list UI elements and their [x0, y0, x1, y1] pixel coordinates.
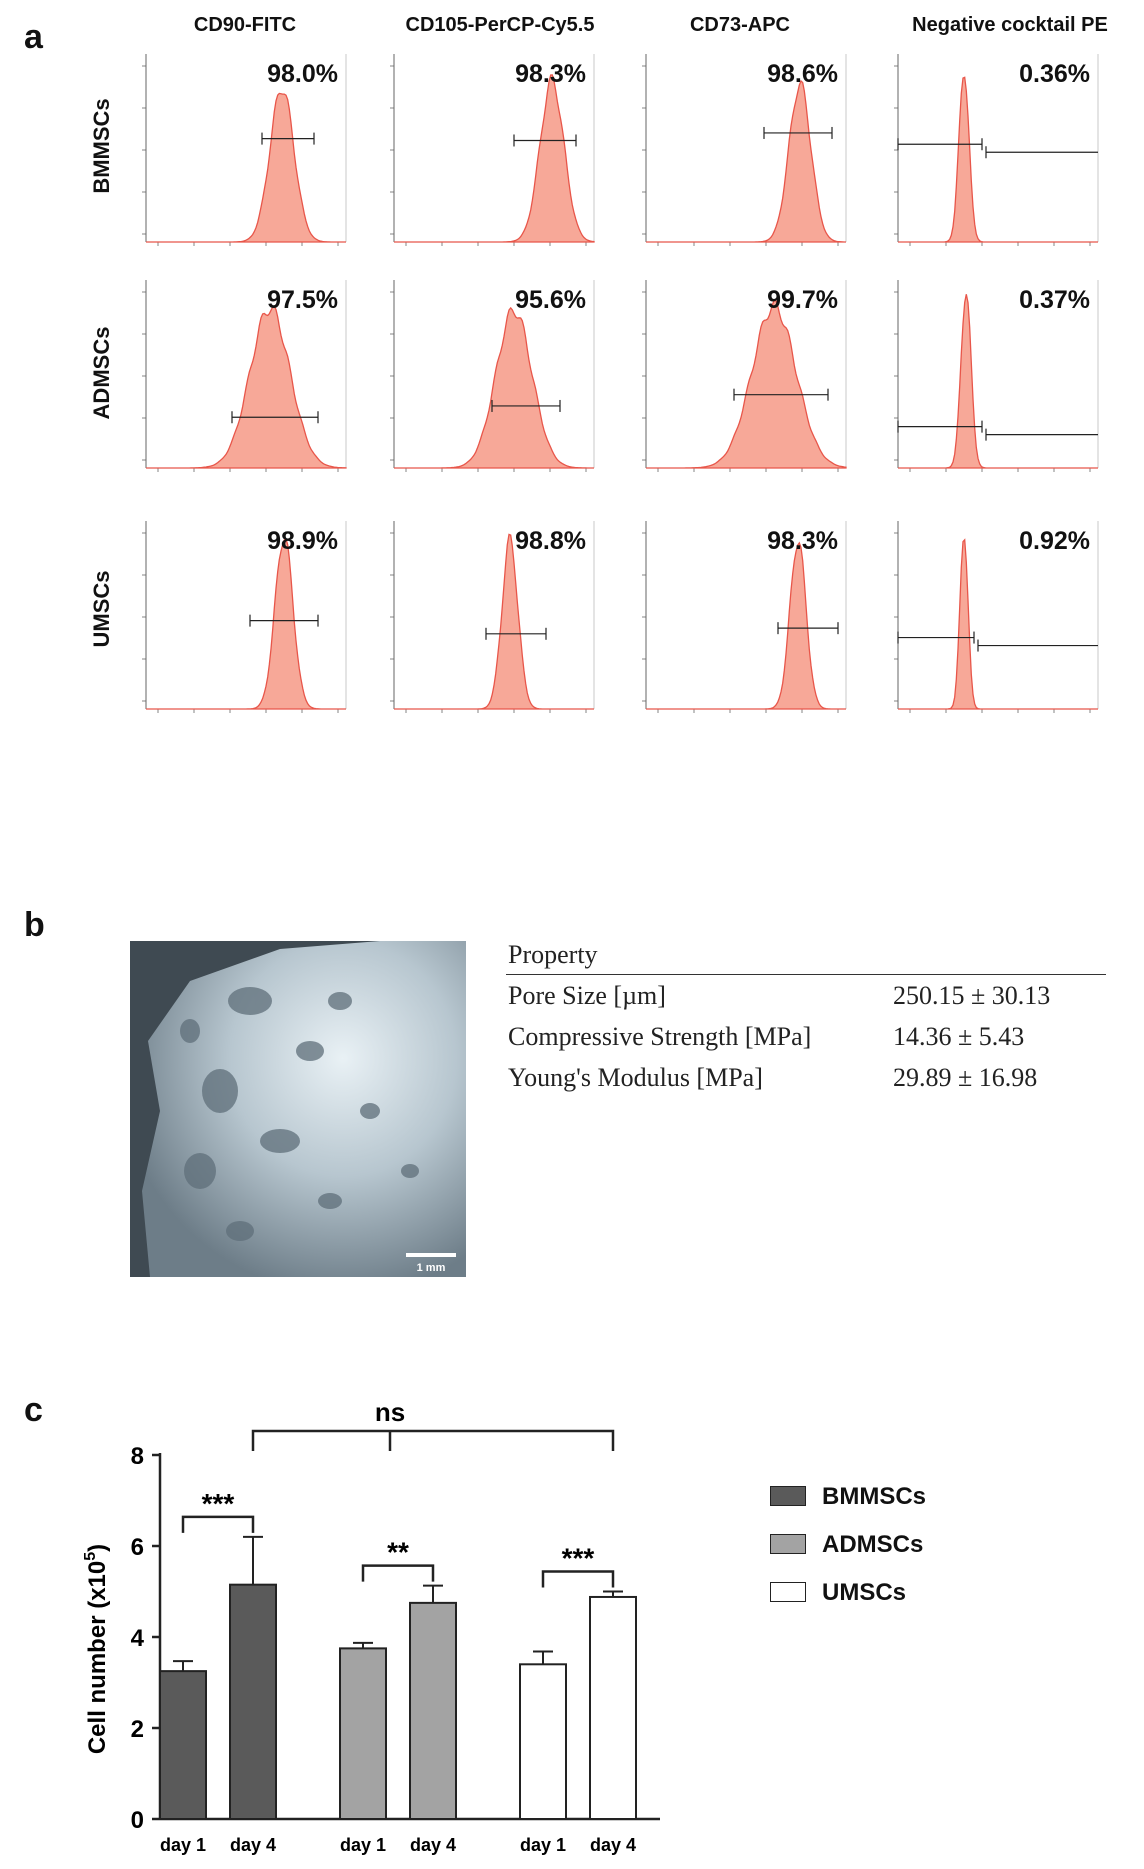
flow-histogram-cell: 0.36% [894, 54, 1099, 246]
chart-y-tick-label: 0 [131, 1807, 144, 1834]
comparison-label: ns [375, 1397, 405, 1427]
comparison-bracket [251, 1429, 615, 1451]
bar-category-label: day 1 [340, 1835, 386, 1855]
chart-y-axis-label-superscript: 5 [82, 1552, 99, 1561]
chart-y-axis-label-end: ) [84, 1544, 111, 1552]
bar [589, 1595, 637, 1820]
chart-y-axis-label-text: Cell number (x10 [84, 1561, 111, 1754]
significance-bracket [541, 1570, 615, 1588]
histogram-peak [646, 541, 846, 710]
histogram-peak [146, 92, 346, 243]
histogram-peak [898, 538, 1098, 710]
flow-column-header-cd105: CD105-PerCP-Cy5.5 [405, 14, 595, 36]
property-value: 250.15 ± 30.13 [893, 981, 1051, 1010]
bar [229, 1583, 277, 1820]
flow-percentage-label: 98.3% [767, 527, 838, 555]
histogram-peak [146, 538, 346, 710]
flow-percentage-label: 0.36% [1019, 60, 1090, 88]
significance-label: ** [387, 1537, 409, 1568]
histogram-peak [646, 79, 846, 243]
bar-group-admscs: day 1 day 4 ** [339, 1537, 457, 1855]
significance-bracket [181, 1515, 255, 1533]
significance-label: *** [562, 1543, 595, 1574]
histogram-peak [394, 74, 595, 243]
histogram-peak [898, 294, 1098, 469]
chart-y-tick-label: 8 [131, 1443, 144, 1470]
scale-bar-label: 1 mm [417, 1262, 446, 1274]
legend-label-admscs: ADMSCs [822, 1531, 924, 1558]
flow-histogram-cell: 98.0% [142, 54, 347, 246]
flow-column-header-negative: Negative cocktail PE [912, 14, 1108, 36]
histogram-peak [394, 533, 594, 710]
flow-percentage-label: 98.8% [515, 527, 586, 555]
chart-y-axis-label: Cell number (x105) [82, 1544, 111, 1754]
property-name: Compressive Strength [MPa] [508, 1022, 812, 1051]
flow-column-header-cd73: CD73-APC [689, 14, 791, 36]
bar-category-label: day 1 [160, 1835, 206, 1855]
property-row: Compressive Strength [MPa] 14.36 ± 5.43 [506, 1016, 1106, 1057]
bar-category-label: day 4 [230, 1835, 276, 1855]
flow-percentage-label: 97.5% [267, 286, 338, 314]
histogram-peak [646, 299, 847, 469]
flow-histogram-cell: 97.5% [142, 280, 347, 472]
legend-label-bmmscs: BMMSCs [822, 1483, 927, 1510]
flow-histogram-cell: 0.37% [894, 280, 1099, 472]
property-header-label: Property [508, 940, 598, 969]
legend-swatch-bmmscs [770, 1486, 806, 1506]
bar [519, 1663, 567, 1820]
flow-cytometry-grid: 98.0% 98.3% 98.6% 0.36% 97.5% 95.6% 99.7% 0.37%… [142, 54, 1099, 713]
legend-swatch-umscs [770, 1582, 806, 1602]
flow-percentage-label: 0.37% [1019, 286, 1090, 314]
histogram-peak [394, 306, 594, 469]
flow-histogram-cell: 99.7% [642, 280, 847, 472]
bar-category-label: day 4 [410, 1835, 456, 1855]
histogram-peak [146, 305, 347, 469]
flow-histogram-cell: 98.6% [642, 54, 847, 246]
flow-percentage-label: 95.6% [515, 286, 586, 314]
histogram-peak [898, 76, 1098, 243]
flow-percentage-label: 98.0% [267, 60, 338, 88]
flow-percentage-label: 98.6% [767, 60, 838, 88]
panel-c-letter: c [24, 1391, 43, 1429]
flow-percentage-label: 98.9% [267, 527, 338, 555]
property-row: Young's Modulus [MPa] 29.89 ± 16.98 [506, 1057, 1106, 1098]
bar-category-label: day 1 [520, 1835, 566, 1855]
property-name: Young's Modulus [MPa] [508, 1063, 763, 1092]
scaffold-photo: 1 mm [130, 941, 466, 1277]
panel-a-letter: a [24, 18, 43, 56]
property-row: Pore Size [µm] 250.15 ± 30.13 [506, 975, 1106, 1016]
chart-y-tick-label: 4 [131, 1625, 145, 1652]
bar [409, 1601, 457, 1820]
bar-group-bmmscs: day 1 day 4 *** [159, 1488, 277, 1855]
flow-histogram-cell: 95.6% [390, 280, 595, 472]
bar [339, 1647, 387, 1820]
property-table: Property Pore Size [µm] 250.15 ± 30.13 C… [506, 940, 1106, 1098]
flow-histogram-cell: 98.8% [390, 521, 595, 713]
chart-y-tick-label: 6 [131, 1534, 144, 1561]
significance-label: *** [202, 1488, 235, 1519]
scaffold-photo-texture: 1 mm [130, 941, 466, 1277]
chart-y-tick-label: 2 [131, 1716, 144, 1743]
flow-histogram-cell: 0.92% [894, 521, 1099, 713]
property-value: 14.36 ± 5.43 [893, 1022, 1025, 1051]
property-name: Pore Size [µm] [508, 981, 666, 1010]
significance-bracket [361, 1564, 435, 1582]
property-value: 29.89 ± 16.98 [893, 1063, 1038, 1092]
flow-percentage-label: 99.7% [767, 286, 838, 314]
flow-column-header-cd90: CD90-FITC [193, 14, 297, 36]
flow-histogram-cell: 98.3% [390, 54, 595, 246]
flow-percentage-label: 98.3% [515, 60, 586, 88]
flow-histogram-cell: 98.9% [142, 521, 347, 713]
scale-bar [406, 1253, 456, 1257]
bar-category-label: day 4 [590, 1835, 636, 1855]
bar [159, 1670, 207, 1820]
flow-percentage-label: 0.92% [1019, 527, 1090, 555]
legend-swatch-admscs [770, 1534, 806, 1554]
bar-group-umscs: day 1 day 4 *** [519, 1543, 637, 1855]
legend-label-umscs: UMSCs [822, 1579, 907, 1606]
flow-histogram-cell: 98.3% [642, 521, 847, 713]
property-table-header: Property [506, 940, 1106, 975]
panel-b-letter: b [24, 906, 45, 944]
